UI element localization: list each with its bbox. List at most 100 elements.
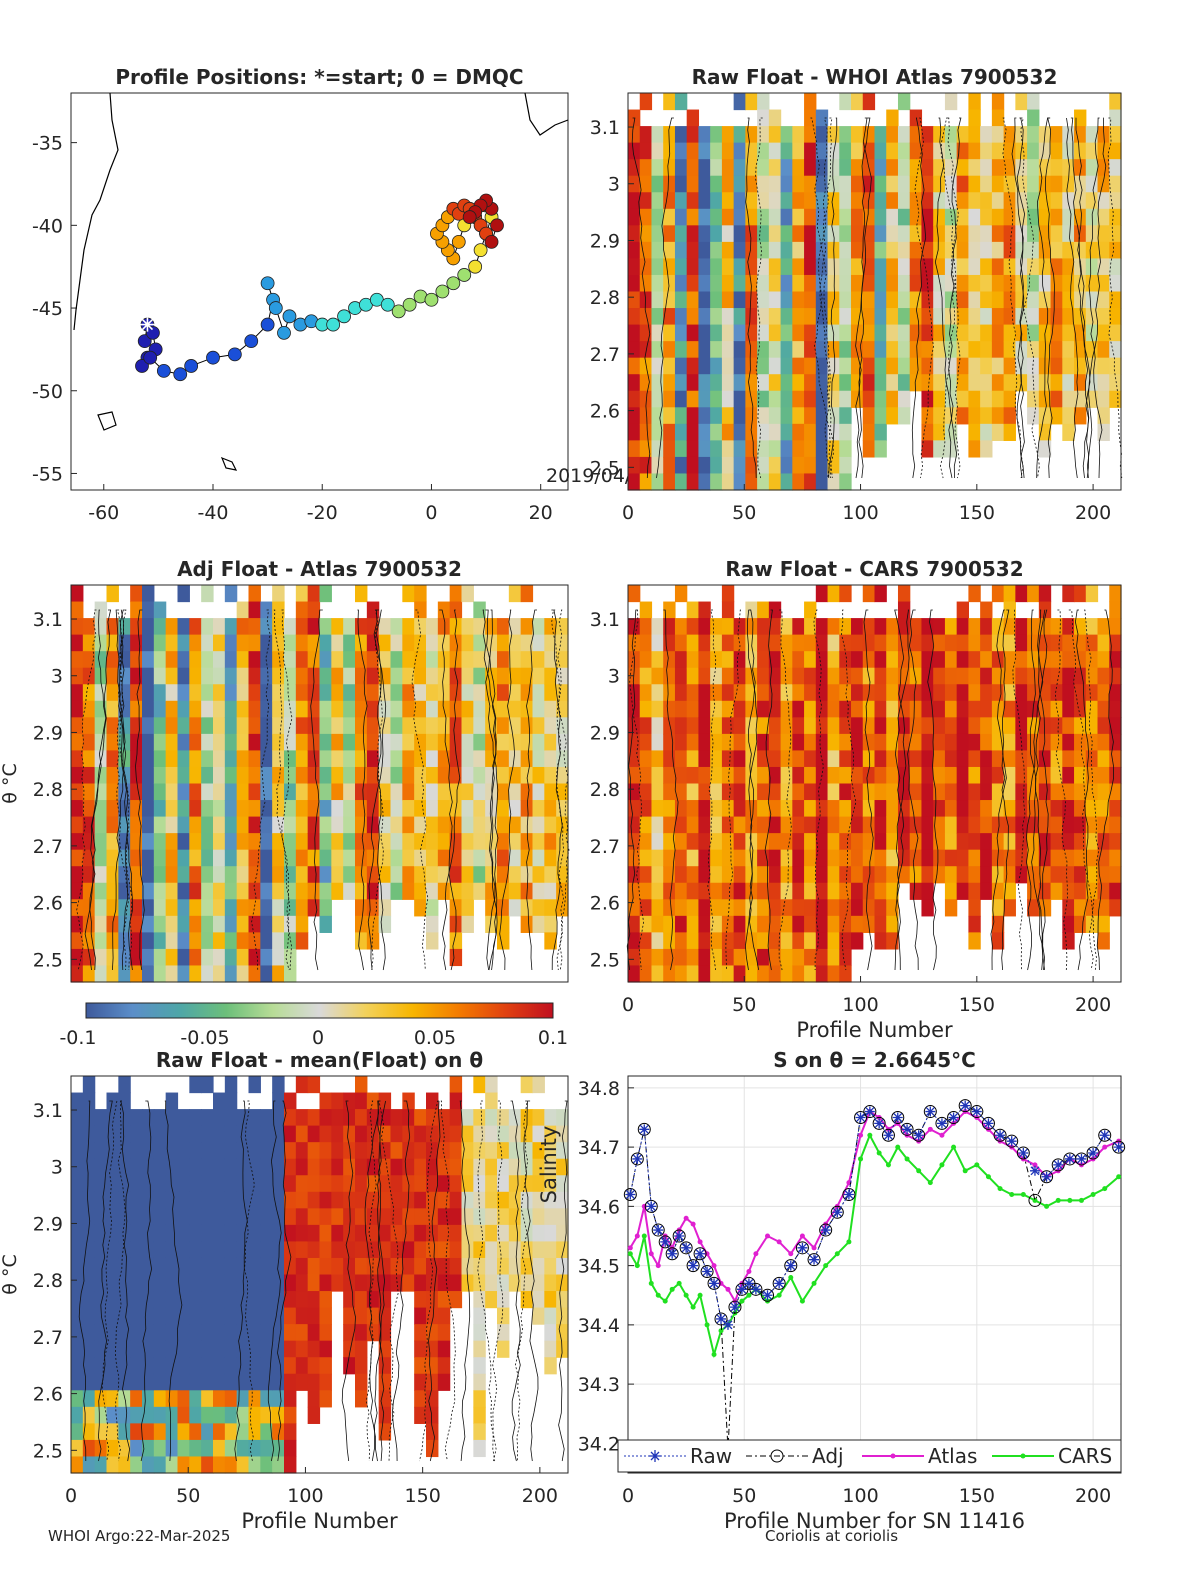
adj_atlas-cell — [402, 766, 415, 785]
adj_atlas-cell — [189, 717, 202, 735]
raw_cars-cell — [921, 717, 934, 735]
adj_atlas-cell — [449, 866, 463, 884]
raw_atlas-cell — [1109, 341, 1122, 359]
raw_cars-cell — [815, 618, 829, 636]
adj_atlas-cell — [165, 700, 179, 718]
raw_atlas-cell — [651, 440, 664, 458]
raw_mean-cell — [236, 1109, 250, 1127]
raw_atlas-cell — [839, 407, 852, 425]
adj_atlas-cell — [106, 684, 119, 702]
raw_atlas-cell — [745, 473, 758, 491]
salinity-point-atlas — [655, 1263, 661, 1269]
adj_atlas-cell — [532, 618, 545, 636]
raw_cars-cell — [1085, 585, 1099, 603]
raw_mean-cell — [426, 1390, 439, 1408]
raw_atlas-cell — [733, 374, 746, 392]
raw_mean-contour — [78, 1100, 91, 1462]
raw_mean-cell — [284, 1224, 297, 1243]
adj_atlas-cell — [426, 915, 439, 933]
raw_cars-cell — [921, 684, 934, 702]
profile-point — [135, 359, 149, 373]
raw_mean-cell — [248, 1291, 261, 1309]
salinity-ytick-label: 34.5 — [578, 1256, 620, 1278]
positions-axes-frame — [70, 92, 569, 491]
adj_atlas-cell — [82, 833, 96, 851]
profile-point — [277, 325, 291, 340]
raw_mean-cell — [224, 1340, 238, 1358]
adj_atlas-cell — [520, 866, 534, 884]
adj_atlas-cell — [260, 932, 273, 950]
adj_atlas-cell — [556, 833, 569, 851]
adj_atlas-cell — [130, 849, 143, 867]
raw_mean-cell — [284, 1241, 297, 1259]
raw_cars-cell — [1050, 651, 1063, 669]
salinity-axes-frame — [627, 1075, 1122, 1474]
adj_atlas-cell — [189, 684, 202, 702]
raw_mean-cell — [414, 1175, 427, 1193]
positions-ytick-label: -50 — [32, 381, 63, 403]
raw_atlas-cell — [886, 274, 899, 293]
raw_mean-cell — [532, 1224, 545, 1243]
adj_atlas-cell — [307, 882, 321, 900]
raw_mean-cell — [473, 1208, 486, 1226]
salinity-point-adj — [872, 1116, 886, 1130]
raw_mean-cell — [473, 1076, 486, 1094]
raw_mean-cell — [236, 1291, 250, 1309]
adj_atlas-cell — [165, 932, 179, 950]
raw_atlas-cell — [710, 208, 723, 226]
raw_cars-cell — [1109, 800, 1122, 818]
raw_mean-cell — [556, 1291, 569, 1309]
adj_atlas-cell — [461, 585, 474, 603]
adj_atlas-ytick-label: 2.5 — [33, 949, 63, 971]
raw_atlas-cell — [933, 159, 946, 177]
raw_mean-cell — [544, 1175, 557, 1193]
raw_mean-cell — [307, 1158, 321, 1176]
adj_atlas-cell — [402, 651, 415, 669]
raw_mean-cell — [366, 1142, 380, 1160]
raw_cars-cell — [1050, 750, 1063, 768]
adj_atlas-cell — [390, 651, 403, 669]
raw_atlas-cell — [780, 208, 793, 226]
raw_cars-cell — [768, 717, 782, 735]
adj_atlas-cell — [213, 932, 226, 950]
adj_atlas-cell — [331, 866, 344, 884]
raw_mean-cell — [343, 1291, 356, 1309]
raw_mean-cell — [248, 1241, 261, 1259]
raw_atlas-cell — [698, 208, 711, 226]
raw_mean-cell — [544, 1274, 557, 1292]
raw_mean-cell — [284, 1291, 297, 1309]
raw_atlas-cell — [663, 341, 676, 359]
raw_mean-cell — [189, 1307, 202, 1325]
adj_atlas-cell — [224, 965, 238, 983]
salinity-point-raw — [1053, 1159, 1064, 1170]
raw_mean-cell — [437, 1142, 451, 1160]
raw_atlas-cell — [980, 407, 993, 425]
raw_atlas-cell — [1097, 159, 1110, 177]
adj_atlas-cell — [236, 816, 250, 834]
raw_mean-cell — [295, 1257, 309, 1276]
raw_mean-cell — [71, 1439, 84, 1458]
raw_atlas-cell — [1085, 175, 1099, 193]
adj_atlas-cell — [544, 651, 557, 669]
adj_atlas-cell — [272, 733, 285, 752]
raw_cars-cell — [921, 750, 934, 768]
raw_mean-cell — [437, 1357, 451, 1375]
adj_atlas-cell — [402, 618, 415, 636]
adj_atlas-cell — [248, 585, 261, 603]
raw_cars-cell — [1038, 882, 1052, 900]
adj_atlas-cell — [94, 948, 108, 967]
raw_atlas-cell — [839, 390, 852, 408]
adj_atlas-cell — [213, 816, 226, 834]
raw_mean-cell — [331, 1257, 344, 1276]
raw_mean-cell — [165, 1340, 179, 1358]
adj_atlas-cell — [177, 899, 190, 917]
raw_cars-cell — [933, 816, 946, 834]
salinity-point-raw — [902, 1124, 913, 1135]
adj_atlas-cell — [402, 833, 415, 851]
raw_cars-cell — [628, 667, 641, 685]
adj_atlas-cell — [201, 866, 214, 884]
raw_cars-cell — [639, 915, 653, 933]
raw_mean-contour — [365, 1100, 377, 1462]
raw_cars-cell — [721, 849, 735, 867]
raw_cars-cell — [944, 634, 958, 652]
